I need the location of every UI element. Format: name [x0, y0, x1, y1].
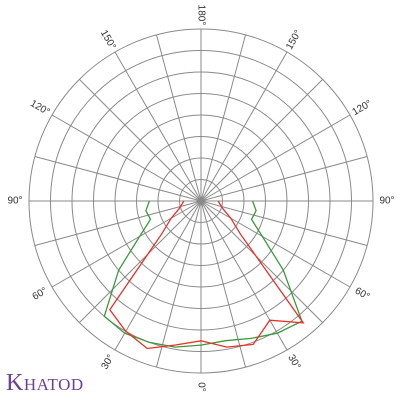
angle-label: 180° — [195, 5, 206, 26]
angle-label: 30° — [285, 353, 302, 372]
angle-label: 120° — [28, 98, 51, 118]
ring — [136, 136, 266, 266]
angle-label: 30° — [100, 353, 117, 372]
angle-label: 90° — [379, 196, 394, 207]
ring — [71, 71, 331, 331]
ring — [50, 50, 352, 352]
ring — [114, 114, 288, 288]
angle-label: 0° — [195, 382, 206, 392]
ring — [93, 93, 309, 309]
angle-label: 60° — [31, 286, 50, 303]
brand-logo: KHATOD — [6, 370, 84, 396]
ring — [157, 157, 245, 245]
angle-label: 120° — [350, 98, 373, 118]
ring — [179, 179, 223, 223]
angle-label: 150° — [284, 28, 304, 51]
series-line — [103, 200, 303, 348]
series-line — [109, 200, 305, 350]
angle-label: 150° — [98, 28, 118, 51]
ring — [28, 28, 374, 374]
angle-label: 60° — [353, 286, 372, 303]
angle-label: 90° — [7, 196, 22, 207]
